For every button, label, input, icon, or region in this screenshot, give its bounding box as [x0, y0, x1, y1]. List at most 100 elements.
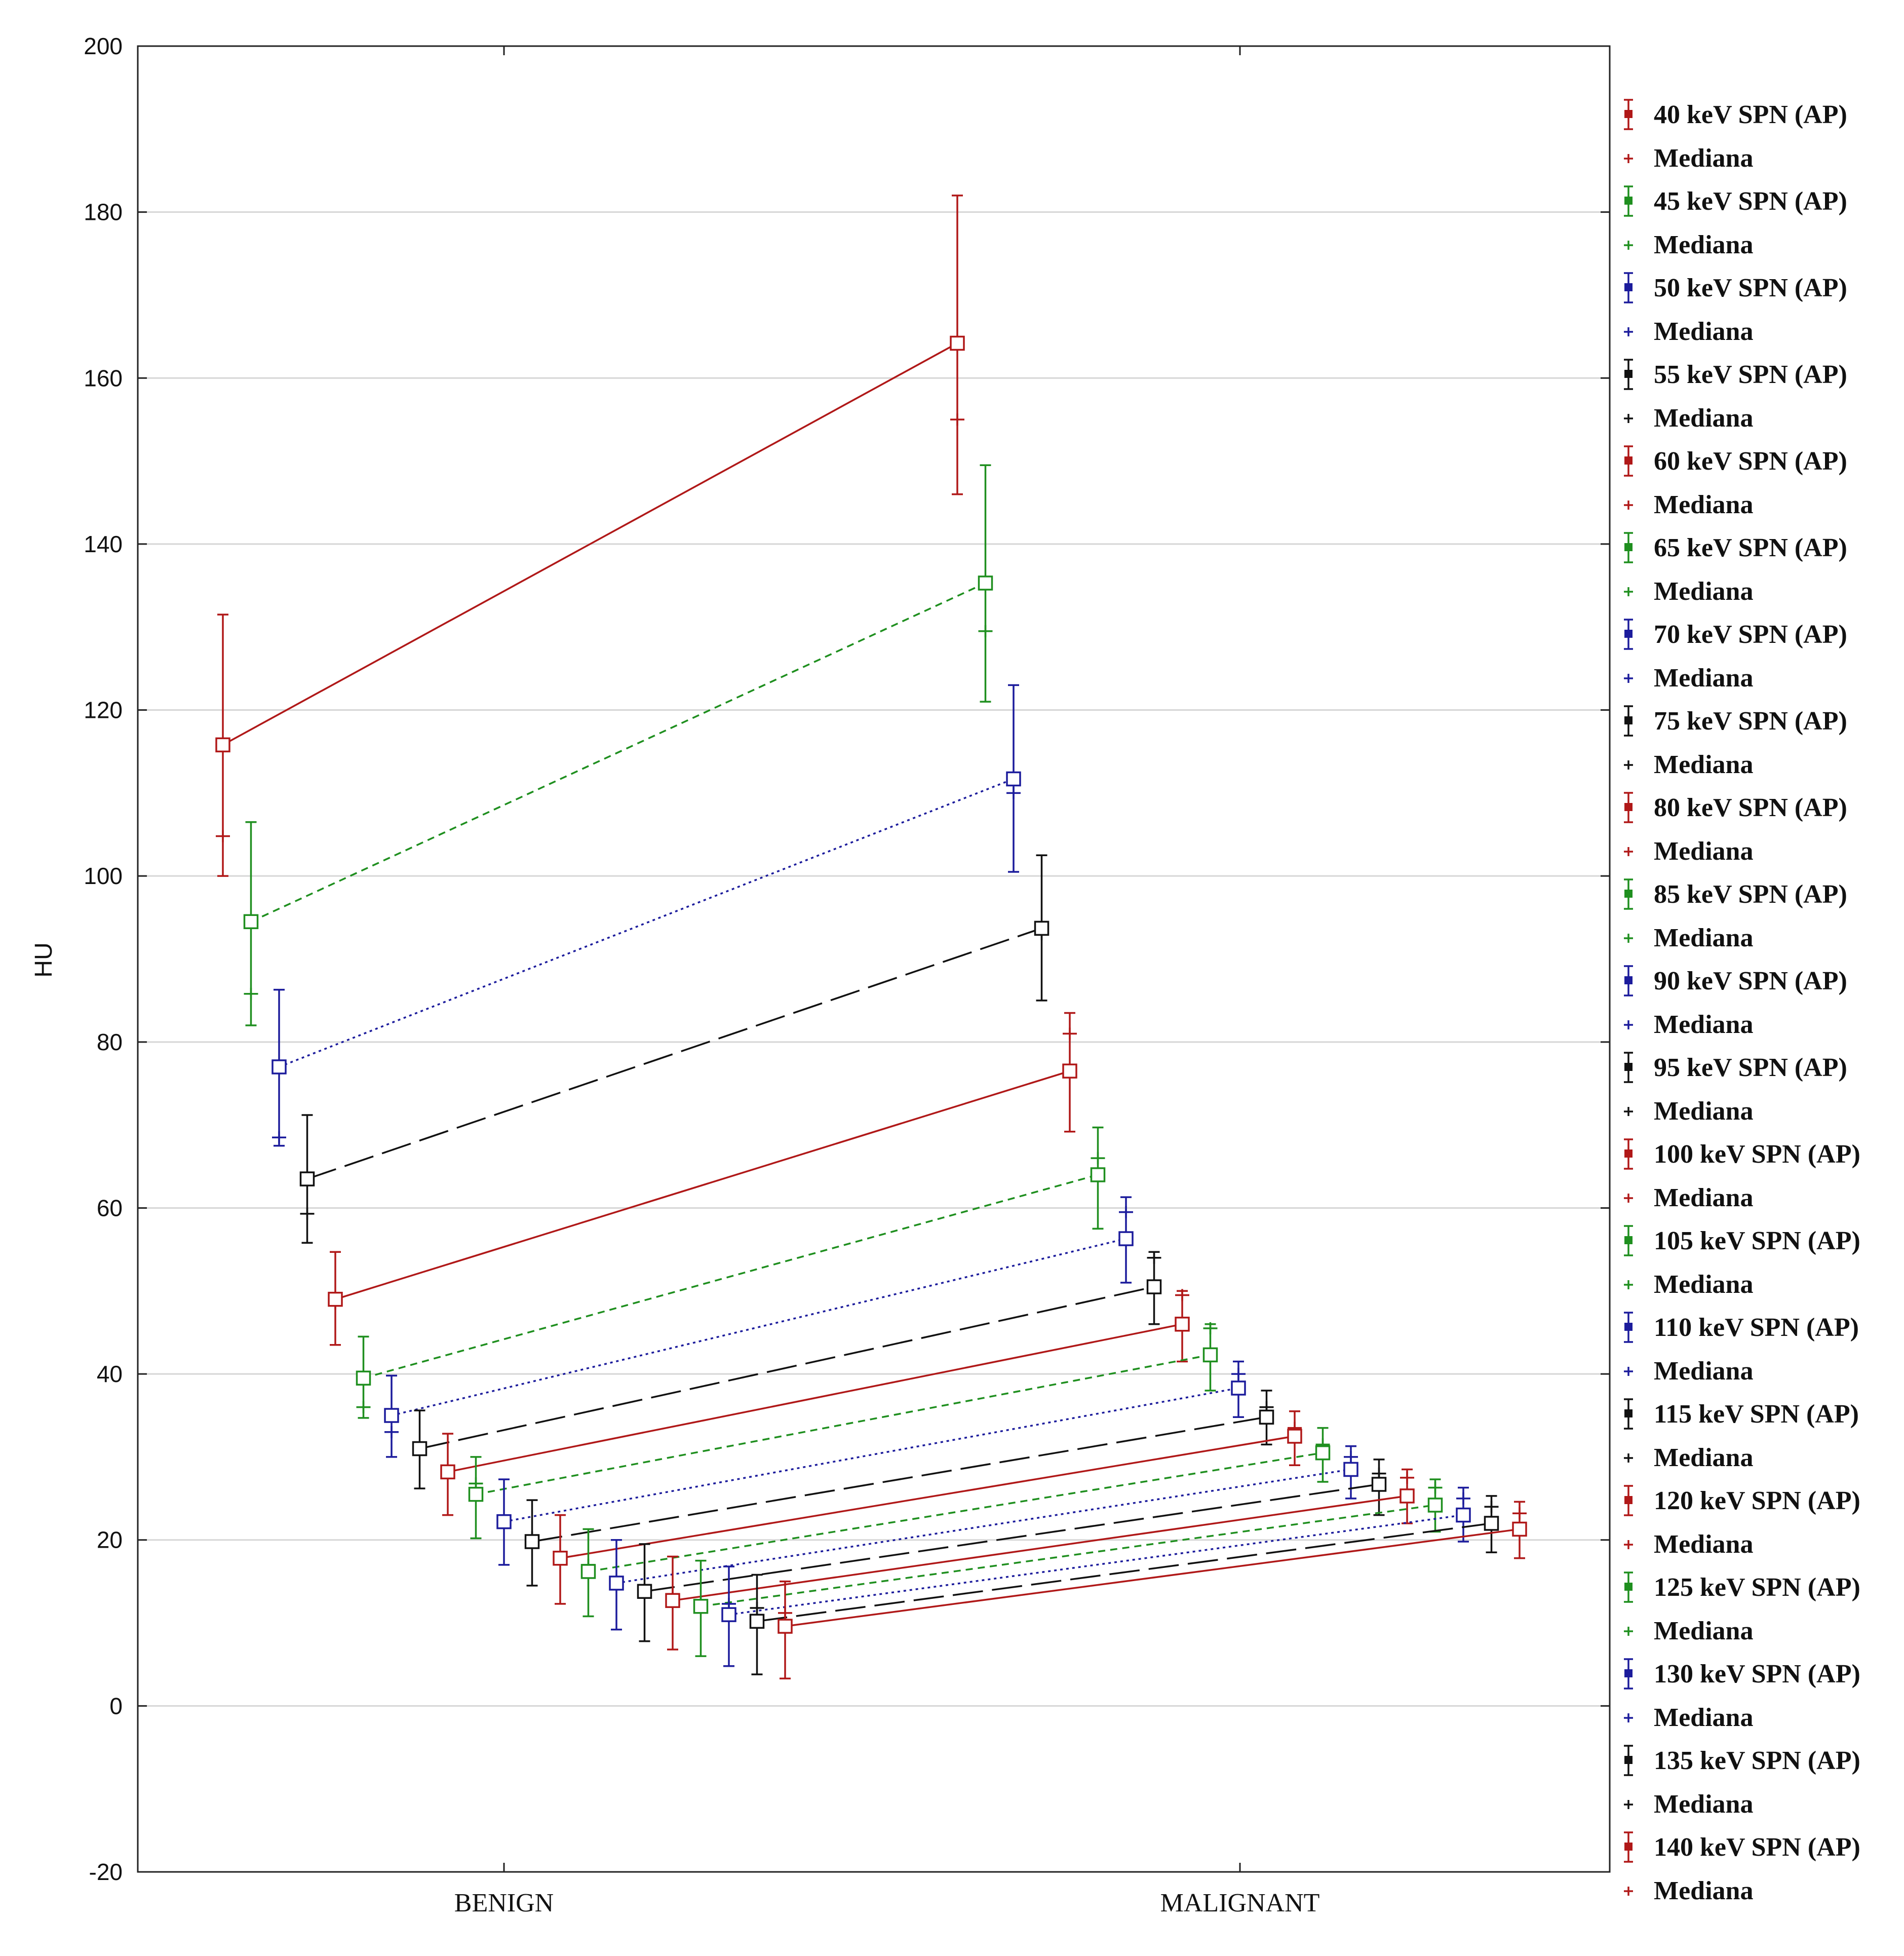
- mean-point: [271, 1059, 287, 1075]
- legend-entry: 55 keV SPN (AP) Mediana: [1624, 359, 1847, 433]
- legend-entry: 60 keV SPN (AP) Mediana: [1624, 445, 1847, 519]
- y-tick-label: 60: [97, 1195, 123, 1221]
- mean-point: [468, 1486, 484, 1502]
- series-60-kev: [328, 1012, 1077, 1346]
- legend-entry: 130 keV SPN (AP) Mediana: [1624, 1658, 1860, 1732]
- y-tick-label: 20: [97, 1527, 123, 1553]
- legend-median-label: Mediana: [1654, 1183, 1753, 1212]
- legend-median-label: Mediana: [1654, 317, 1753, 346]
- series-line: [306, 927, 1042, 1180]
- mean-point: [1456, 1507, 1471, 1523]
- legend-median-label: Mediana: [1654, 1357, 1753, 1386]
- mean-point: [978, 576, 993, 591]
- axes: -20 0 20 40 60 80 100 120 140 160 180 200 BENIGN MALI…: [84, 33, 1610, 1917]
- legend-median-label: Mediana: [1654, 231, 1753, 259]
- legend-entry: 100 keV SPN (AP) Mediana: [1624, 1138, 1860, 1212]
- series-line: [279, 778, 1014, 1068]
- legend-entry: 140 keV SPN (AP) Mediana: [1624, 1831, 1860, 1905]
- mean-point: [1484, 1516, 1499, 1531]
- series-55-kev: [299, 854, 1050, 1244]
- series-line: [588, 1451, 1323, 1573]
- legend-entry: 65 keV SPN (AP) Mediana: [1624, 532, 1847, 606]
- legend-label: 130 keV SPN (AP): [1654, 1660, 1860, 1689]
- legend-marker: [1624, 976, 1633, 984]
- y-tick-label: 100: [84, 863, 123, 889]
- series-line: [728, 1514, 1464, 1616]
- series-50-kev: [271, 684, 1021, 1147]
- y-tick-label: 140: [84, 531, 123, 557]
- legend-marker: [1624, 1496, 1633, 1504]
- series-line: [419, 1286, 1154, 1450]
- series-line: [476, 1354, 1211, 1495]
- y-tick-label: 80: [97, 1029, 123, 1055]
- y-tick-label: 160: [84, 365, 123, 391]
- legend-marker: [1624, 1063, 1633, 1071]
- legend-marker: [1624, 370, 1633, 378]
- mean-point: [299, 1171, 315, 1186]
- series-line: [701, 1504, 1435, 1607]
- legend-marker: [1624, 197, 1633, 205]
- series-line: [447, 1323, 1183, 1473]
- legend-median-label: Mediana: [1654, 1790, 1753, 1819]
- legend-marker: [1624, 110, 1633, 118]
- mean-point: [665, 1593, 680, 1608]
- legend-median-label: Mediana: [1654, 577, 1753, 606]
- series-40-kev: [215, 195, 965, 877]
- series-line: [532, 1416, 1267, 1543]
- mean-point: [1315, 1445, 1331, 1461]
- mean-point: [1034, 921, 1050, 936]
- series-line: [503, 1387, 1239, 1523]
- legend-label: 70 keV SPN (AP): [1654, 620, 1847, 649]
- legend-entry: 125 keV SPN (AP) Mediana: [1624, 1571, 1860, 1645]
- mean-point: [778, 1619, 793, 1634]
- legend-marker: [1624, 283, 1633, 291]
- y-tick-label: 200: [84, 33, 123, 59]
- x-category-label: BENIGN: [454, 1889, 554, 1917]
- mean-point: [553, 1551, 568, 1566]
- mean-point: [1202, 1347, 1218, 1363]
- legend-label: 75 keV SPN (AP): [1654, 707, 1847, 736]
- legend: 40 keV SPN (AP) Mediana 45 keV SPN (AP) Med…: [1624, 99, 1860, 1905]
- series-125-kev: [693, 1478, 1443, 1657]
- series-140-kev: [778, 1501, 1527, 1680]
- legend-median-label: Mediana: [1654, 837, 1753, 866]
- legend-entry: 110 keV SPN (AP) Mediana: [1624, 1312, 1859, 1386]
- grid-lines: [138, 211, 1610, 1707]
- mean-point: [721, 1607, 736, 1622]
- legend-marker: [1624, 1756, 1633, 1764]
- mean-point: [1259, 1409, 1274, 1425]
- x-category-label: MALIGNANT: [1160, 1889, 1320, 1917]
- legend-label: 65 keV SPN (AP): [1654, 533, 1847, 562]
- mean-point: [693, 1599, 709, 1614]
- legend-median-label: Mediana: [1654, 144, 1753, 173]
- series-line: [363, 1174, 1098, 1379]
- mean-point: [412, 1441, 428, 1456]
- legend-entry: 90 keV SPN (AP) Mediana: [1624, 965, 1847, 1039]
- y-tick-label: 0: [109, 1693, 123, 1719]
- legend-entry: 120 keV SPN (AP) Mediana: [1624, 1485, 1860, 1559]
- series-layer: [215, 195, 1527, 1680]
- series-130-kev: [721, 1486, 1471, 1667]
- mean-point: [950, 335, 965, 351]
- legend-marker: [1624, 456, 1633, 465]
- mean-point: [1371, 1477, 1387, 1492]
- mean-point: [356, 1370, 371, 1386]
- legend-entry: 135 keV SPN (AP) Mediana: [1624, 1745, 1860, 1819]
- legend-label: 55 keV SPN (AP): [1654, 360, 1847, 389]
- series-line: [644, 1483, 1379, 1593]
- legend-label: 60 keV SPN (AP): [1654, 447, 1847, 476]
- legend-label: 140 keV SPN (AP): [1654, 1833, 1860, 1862]
- series-85-kev: [468, 1322, 1218, 1540]
- legend-entry: 40 keV SPN (AP) Mediana: [1624, 99, 1847, 173]
- legend-median-label: Mediana: [1654, 490, 1753, 519]
- legend-marker: [1624, 1409, 1633, 1417]
- mean-point: [1006, 771, 1021, 787]
- series-line: [757, 1522, 1492, 1623]
- mean-point: [496, 1514, 512, 1529]
- mean-point: [1400, 1488, 1415, 1504]
- legend-entry: 115 keV SPN (AP) Mediana: [1624, 1398, 1859, 1472]
- mean-point: [1512, 1521, 1527, 1537]
- legend-median-label: Mediana: [1654, 404, 1753, 433]
- series-line: [785, 1528, 1520, 1627]
- legend-label: 105 keV SPN (AP): [1654, 1226, 1860, 1255]
